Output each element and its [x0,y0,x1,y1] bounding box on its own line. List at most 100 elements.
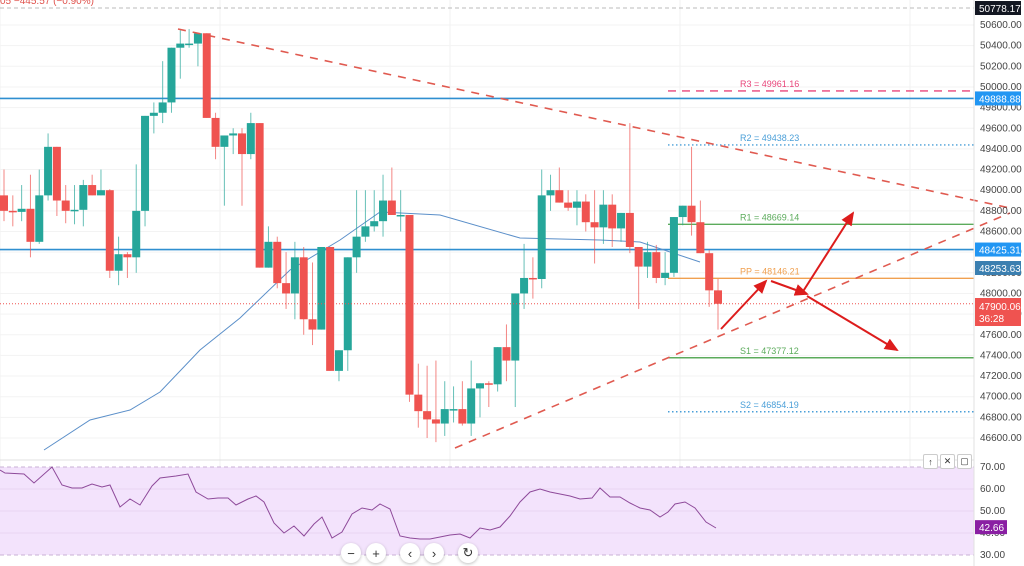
candlesticks [0,29,722,443]
pivot-label: R3 = 49961.16 [740,79,799,89]
price-axis[interactable]: 50600.00 50400.00 50200.00 50000.00 49800.00… [980,20,1022,444]
candle-body [555,190,564,203]
price-tick-label: 47000.00 [980,392,1022,403]
candle-body [220,135,229,147]
candle-body [537,195,546,279]
candle-body [467,388,476,424]
candle-body [379,200,388,222]
pane-maximize-button[interactable]: ▢ [957,454,972,469]
candle-body [440,409,449,424]
price-tick-label: 49000.00 [980,185,1022,196]
upper-line-badge [975,91,1021,106]
candle-body [96,190,105,196]
price-tick-label: 48000.00 [980,288,1022,299]
candle-body [661,272,670,278]
price-tick-label: 48800.00 [980,206,1022,217]
candle-body [502,347,511,361]
candle-body [414,394,423,412]
candle-body [590,222,599,228]
candle-body [396,214,405,217]
reset-chart-button[interactable]: ↻ [458,543,478,563]
candle-body [132,210,141,258]
candle-body [678,205,687,218]
candle-body [255,123,264,268]
candle-body [564,202,573,208]
zoom-out-button[interactable]: − [341,543,361,563]
pivot-levels: R3 = 49961.16 R2 = 49438.23 R1 = 48669.14 P… [668,79,974,413]
scenario-arrow[interactable] [770,280,809,296]
rsi-tick-label: 50.00 [980,506,1005,517]
candle-body [669,217,678,273]
chevron-right-icon: › [431,545,437,561]
price-tick-label: 49400.00 [980,144,1022,155]
maximize-icon: ▢ [960,456,969,466]
price-tick-label: 49600.00 [980,123,1022,134]
candle-body [0,195,8,211]
price-tick-label: 46600.00 [980,433,1022,444]
trend-lines[interactable] [177,28,1011,449]
candle-body [572,201,581,208]
price-badges: 50778.17 49888.88 48425.31 48253.63 47900.06… [975,1,1021,535]
candle-body [185,43,194,46]
candle-body [528,277,537,280]
rsi-value-badge [975,520,1007,535]
rsi-grid [0,466,974,556]
crosshair-price-badge [975,1,1021,15]
pivot-label: S2 = 46854.19 [740,400,799,410]
scenario-arrow[interactable] [806,295,899,352]
price-tick-label: 49800.00 [980,103,1022,114]
candle-body [431,419,440,424]
candle-body [511,293,520,361]
symbol-legend: 05 −445.57 (−0.90%) [0,0,94,7]
pane-move-up-button[interactable]: ↑ [923,454,938,469]
descending-trendline[interactable] [177,28,1011,209]
candle-body [687,205,696,223]
chevron-left-icon: ‹ [407,545,413,561]
plus-icon: + [372,545,380,561]
scroll-right-button[interactable]: › [424,543,444,563]
scroll-left-button[interactable]: ‹ [400,543,420,563]
candle-body [370,221,379,227]
ascending-trendline[interactable] [454,212,1011,449]
candle-body [246,123,255,155]
pane-close-button[interactable]: ✕ [940,454,955,469]
candle-body [211,117,220,147]
rsi-line [0,466,717,540]
last-price-badge [975,298,1021,326]
candle-body [299,257,308,320]
price-tick-label: 50400.00 [980,41,1022,52]
price-tick-label: 50600.00 [980,20,1022,31]
pivot-label: PP = 48146.21 [740,266,800,276]
candle-body [714,290,722,304]
candle-body [423,411,432,420]
scenario-arrows[interactable] [720,211,899,352]
pivot-label: R1 = 48669.14 [740,212,799,222]
zoom-in-button[interactable]: + [366,543,386,563]
price-tick-label: 50000.00 [980,82,1022,93]
candle-body [17,208,26,212]
scenario-arrow[interactable] [720,279,768,330]
candle-body [476,383,484,389]
candle-body [282,283,291,294]
scenario-arrow[interactable] [801,211,855,294]
candle-body [458,409,467,424]
candle-body [493,347,502,385]
lower-line-badge-text: 48425.31 [979,246,1021,257]
upper-line-badge-text: 49888.88 [979,94,1021,105]
price-tick-label: 46800.00 [980,412,1022,423]
lower-line-badge [975,242,1021,257]
pivot-label: S1 = 47377.12 [740,346,799,356]
candle-body [158,102,167,113]
candle-body [193,33,202,44]
candle-body [696,222,705,254]
candle-body [149,112,158,116]
candle-body [546,190,555,196]
candle-body [52,146,61,201]
candle-body [105,190,114,271]
crosshair-price-badge-text: 50778.17 [979,4,1021,15]
candle-body [238,133,246,155]
candle-body [405,214,414,395]
pivot-label: R2 = 49438.23 [740,133,799,143]
price-tick-label: 47400.00 [980,350,1022,361]
